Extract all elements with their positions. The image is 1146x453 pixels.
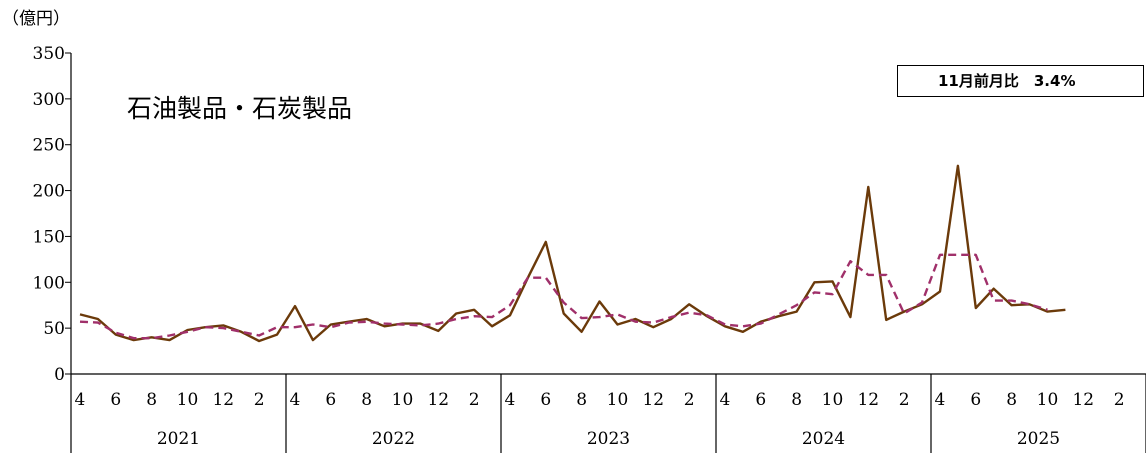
month-tick-label: 2 bbox=[899, 390, 910, 410]
month-tick-label: 10 bbox=[1037, 390, 1059, 410]
year-label: 2022 bbox=[372, 429, 415, 449]
month-tick-label: 10 bbox=[177, 390, 199, 410]
month-tick-label: 8 bbox=[146, 390, 157, 410]
y-tick-label: 250 bbox=[33, 136, 65, 156]
month-tick-label: 12 bbox=[642, 390, 664, 410]
y-tick-label: 50 bbox=[43, 319, 65, 339]
month-tick-label: 4 bbox=[75, 390, 86, 410]
series-layer bbox=[79, 164, 1066, 343]
year-label: 2021 bbox=[157, 429, 200, 449]
y-tick-label: 300 bbox=[33, 90, 65, 110]
month-tick-label: 10 bbox=[392, 390, 414, 410]
month-tick-label: 2 bbox=[469, 390, 480, 410]
y-tick-label: 150 bbox=[33, 227, 65, 247]
month-tick-label: 4 bbox=[290, 390, 301, 410]
month-tick-label: 6 bbox=[540, 390, 551, 410]
month-tick-label: 8 bbox=[576, 390, 587, 410]
y-tick-label: 200 bbox=[33, 182, 65, 202]
month-tick-label: 12 bbox=[427, 390, 449, 410]
month-tick-label: 12 bbox=[1072, 390, 1094, 410]
month-tick-label: 2 bbox=[254, 390, 265, 410]
month-tick-label: 4 bbox=[720, 390, 731, 410]
year-label: 2024 bbox=[802, 429, 845, 449]
month-tick-label: 2 bbox=[684, 390, 695, 410]
month-tick-label: 12 bbox=[212, 390, 234, 410]
month-tick-label: 4 bbox=[935, 390, 946, 410]
month-tick-label: 6 bbox=[110, 390, 121, 410]
annotation-box: 11月前月比 3.4% bbox=[897, 65, 1144, 97]
chart-inner-title: 石油製品・石炭製品 bbox=[127, 94, 352, 123]
month-tick-label: 8 bbox=[361, 390, 372, 410]
series-line-solid bbox=[79, 164, 1066, 343]
month-tick-label: 4 bbox=[505, 390, 516, 410]
month-tick-label: 12 bbox=[857, 390, 879, 410]
month-tick-label: 2 bbox=[1114, 390, 1125, 410]
month-tick-label: 8 bbox=[791, 390, 802, 410]
y-axis-unit-label: （億円） bbox=[2, 9, 70, 29]
month-tick-label: 6 bbox=[325, 390, 336, 410]
month-tick-label: 6 bbox=[970, 390, 981, 410]
y-tick-label: 350 bbox=[33, 44, 65, 64]
month-tick-label: 10 bbox=[607, 390, 629, 410]
year-label: 2025 bbox=[1017, 429, 1060, 449]
y-tick-label: 100 bbox=[33, 273, 65, 293]
y-tick-label: 0 bbox=[54, 365, 65, 385]
year-label: 2023 bbox=[587, 429, 630, 449]
month-tick-label: 10 bbox=[822, 390, 844, 410]
axes bbox=[65, 52, 1146, 453]
tick-labels: 0 50 100 150 200 250 300 350 2021 2022 2023 2024 202… bbox=[33, 44, 1125, 449]
month-tick-label: 6 bbox=[755, 390, 766, 410]
series-line-dashed bbox=[79, 253, 1048, 340]
month-tick-label: 8 bbox=[1006, 390, 1017, 410]
